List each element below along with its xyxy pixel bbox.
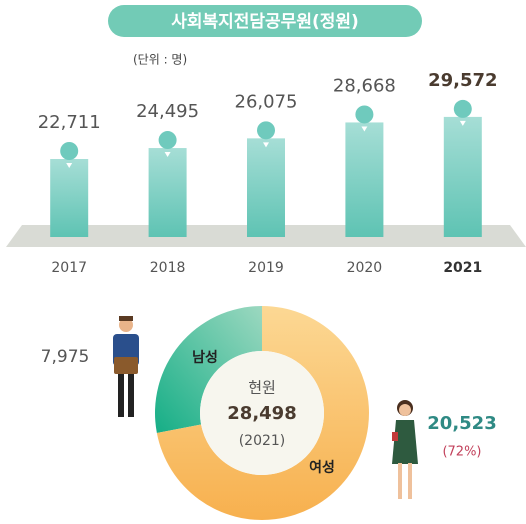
value-label: 22,711 xyxy=(38,112,101,133)
bar xyxy=(50,159,89,237)
x-tick-label: 2019 xyxy=(248,260,284,276)
donut-slice xyxy=(155,306,262,433)
donut-slice xyxy=(156,306,369,520)
bar-dot xyxy=(453,99,472,118)
slice-label: 여성 xyxy=(309,459,335,476)
center-label: 현원 xyxy=(248,379,276,397)
x-tick-label: 2017 xyxy=(51,260,87,276)
bar xyxy=(247,138,285,237)
bar-pointer xyxy=(66,163,73,169)
title-pill xyxy=(108,5,422,37)
woman-icon xyxy=(392,400,418,499)
chart-title: 사회복지전담공무원(정원) xyxy=(171,12,359,32)
total-label: 28,498 xyxy=(227,403,296,424)
value-label: 26,075 xyxy=(235,91,298,112)
year-label: (2021) xyxy=(239,433,286,449)
value-label: 28,668 xyxy=(333,75,396,96)
bar xyxy=(443,116,482,237)
bar-pointer xyxy=(263,142,269,148)
bar xyxy=(345,122,384,237)
value-label: 24,495 xyxy=(136,101,199,122)
donut-center xyxy=(200,351,324,475)
bar-pointer xyxy=(164,152,171,158)
value-label: 7,975 xyxy=(41,347,90,367)
man-icon xyxy=(113,316,139,417)
value-label: 20,523 xyxy=(427,413,496,434)
bar-dot xyxy=(355,105,374,124)
share-label: (72%) xyxy=(442,445,481,460)
bar-dot xyxy=(158,131,177,150)
bar-dot xyxy=(257,121,275,140)
x-tick-label: 2021 xyxy=(443,260,482,276)
value-label: 29,572 xyxy=(428,70,497,91)
bar-pointer xyxy=(459,120,466,126)
slice-label: 남성 xyxy=(192,349,218,366)
unit-label: (단위 : 명) xyxy=(133,53,187,67)
bar xyxy=(148,148,187,237)
bar-pointer xyxy=(361,126,368,132)
x-tick-label: 2020 xyxy=(347,260,383,276)
x-tick-label: 2018 xyxy=(150,260,186,276)
bar-dot xyxy=(60,142,79,161)
